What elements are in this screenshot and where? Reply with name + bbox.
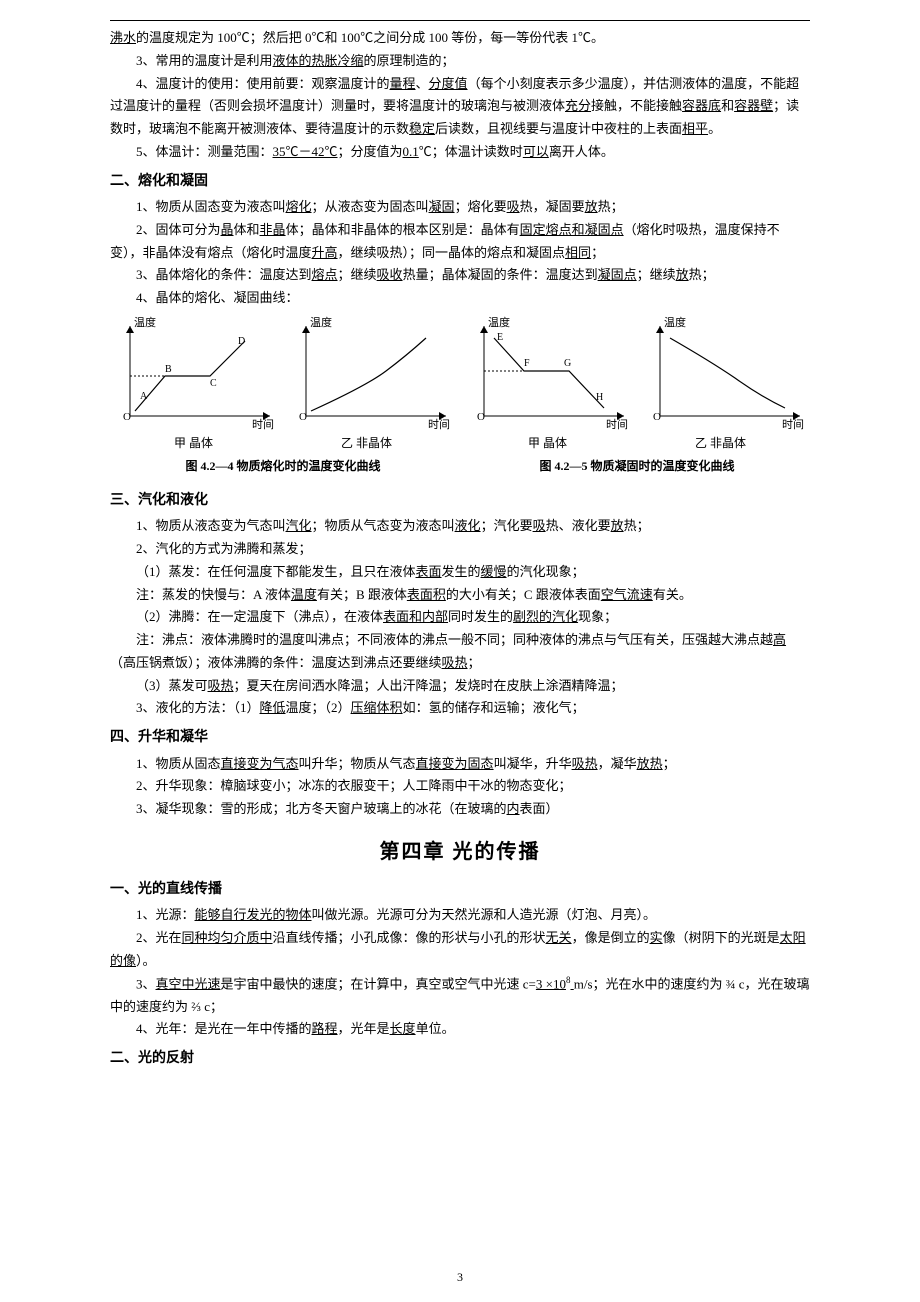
sec4-l3: 3、凝华现象：雪的形成；北方冬天窗户玻璃上的冰花（在玻璃的内表面） — [110, 798, 810, 821]
svg-text:温度: 温度 — [488, 316, 510, 329]
sec2-l2: 2、固体可分为晶体和非晶体；晶体和非晶体的根本区别是：晶体有固定熔点和凝固点（熔… — [110, 219, 810, 265]
document-page: 沸水的温度规定为 100℃；然后把 0℃和 100℃之间分成 100 等份，每一… — [0, 0, 920, 1302]
sec3-note1: 注：蒸发的快慢与：A 液体温度有关；B 跟液体表面积的大小有关；C 跟液体表面空… — [110, 584, 810, 607]
sec2-l1: 1、物质从固态变为液态叫熔化；从液态变为固态叫凝固；熔化要吸热，凝固要放热； — [110, 196, 810, 219]
fig-sub-a: 甲 晶体 — [174, 433, 213, 454]
sec3-l2: 2、汽化的方式为沸腾和蒸发； — [110, 538, 810, 561]
svg-text:温度: 温度 — [664, 316, 686, 329]
fig-solidify-crystal: 温度 时间 O E F G H — [464, 316, 634, 431]
svg-text:C: C — [210, 378, 217, 389]
fig-right-col: 温度 时间 O E F G H — [464, 310, 810, 483]
sec2-l4: 4、晶体的熔化、凝固曲线： — [110, 287, 810, 310]
page-number: 3 — [0, 1267, 920, 1288]
fig-sub-b2: 乙 非晶体 — [695, 433, 746, 454]
sec3-l2-2: （2）沸腾：在一定温度下（沸点），在液体表面和内部同时发生的剧烈的汽化现象； — [110, 606, 810, 629]
sec3-l2-1: （1）蒸发：在任何温度下都能发生，且只在液体表面发生的缓慢的汽化现象； — [110, 561, 810, 584]
ch4-l3: 3、真空中光速是宇宙中最快的速度；在计算中，真空或空气中光速 c=3 ×108 … — [110, 973, 810, 1019]
svg-text:O: O — [299, 411, 307, 423]
intro-line3: 3、常用的温度计是利用液体的热胀冷缩的原理制造的； — [110, 50, 810, 73]
top-rule — [110, 20, 810, 21]
intro-line5: 5、体温计：测量范围：35℃－42℃；分度值为0.1℃；体温计读数时可以离开人体… — [110, 141, 810, 164]
svg-text:G: G — [564, 358, 571, 369]
sec3-l2-3: （3）蒸发可吸热；夏天在房间洒水降温；人出汗降温；发烧时在皮肤上涂酒精降温； — [110, 675, 810, 698]
chapter4-title: 第四章 光的传播 — [110, 835, 810, 870]
fig-cap-right: 图 4.2—5 物质凝固时的温度变化曲线 — [464, 456, 810, 477]
intro-line4: 4、温度计的使用：使用前要：观察温度计的量程、分度值（每个小刻度表示多少温度），… — [110, 73, 810, 141]
ch4-s1-title: 一、光的直线传播 — [110, 878, 810, 903]
svg-text:F: F — [524, 358, 530, 369]
sec3-title: 三、汽化和液化 — [110, 489, 810, 514]
ch4-l1: 1、光源：能够自行发光的物体叫做光源。光源可分为天然光源和人造光源（灯泡、月亮）… — [110, 904, 810, 927]
svg-text:O: O — [123, 411, 131, 423]
ch4-s2-title: 二、光的反射 — [110, 1047, 810, 1072]
svg-text:E: E — [497, 332, 503, 343]
ch4-l4: 4、光年：是光在一年中传播的路程，光年是长度单位。 — [110, 1018, 810, 1041]
svg-text:时间: 时间 — [252, 418, 274, 431]
fig-left-col: 温度 时间 O A B C D — [110, 310, 456, 483]
sec4-title: 四、升华和凝华 — [110, 726, 810, 751]
sec2-l3: 3、晶体熔化的条件：温度达到熔点；继续吸收热量；晶体凝固的条件：温度达到凝固点；… — [110, 264, 810, 287]
svg-text:H: H — [596, 392, 603, 403]
sec3-l3: 3、液化的方法：（1）降低温度；（2）压缩体积如：氢的储存和运输；液化气； — [110, 697, 810, 720]
svg-text:温度: 温度 — [310, 316, 332, 329]
svg-text:B: B — [165, 364, 172, 375]
sec4-l1: 1、物质从固态直接变为气态叫升华；物质从气态直接变为固态叫凝华，升华吸热，凝华放… — [110, 753, 810, 776]
sec3-note2: 注：沸点：液体沸腾时的温度叫沸点；不同液体的沸点一般不同；同种液体的沸点与气压有… — [110, 629, 810, 675]
fig-cap-left: 图 4.2—4 物质熔化时的温度变化曲线 — [110, 456, 456, 477]
figures-row: 温度 时间 O A B C D — [110, 310, 810, 483]
svg-text:D: D — [238, 336, 245, 347]
fig-melting-crystal: 温度 时间 O A B C D — [110, 316, 280, 431]
sec3-l1: 1、物质从液态变为气态叫汽化；物质从气态变为液态叫液化；汽化要吸热、液化要放热； — [110, 515, 810, 538]
fig-sub-b: 乙 非晶体 — [341, 433, 392, 454]
sec2-title: 二、熔化和凝固 — [110, 170, 810, 195]
svg-text:时间: 时间 — [782, 418, 804, 431]
fig-sub-a2: 甲 晶体 — [528, 433, 567, 454]
fig-melting-noncrystal: 温度 时间 O — [286, 316, 456, 431]
fig-solidify-noncrystal: 温度 时间 O — [640, 316, 810, 431]
u-boiling: 沸水 — [110, 30, 136, 45]
svg-text:O: O — [477, 411, 485, 423]
sec4-l2: 2、升华现象：樟脑球变小；冰冻的衣服变干；人工降雨中干冰的物态变化； — [110, 775, 810, 798]
svg-text:A: A — [140, 391, 148, 402]
ch4-l2: 2、光在同种均匀介质中沿直线传播；小孔成像：像的形状与小孔的形状无关，像是倒立的… — [110, 927, 810, 973]
svg-text:温度: 温度 — [134, 316, 156, 329]
svg-text:时间: 时间 — [606, 418, 628, 431]
svg-text:O: O — [653, 411, 661, 423]
svg-text:时间: 时间 — [428, 418, 450, 431]
intro-line1: 沸水的温度规定为 100℃；然后把 0℃和 100℃之间分成 100 等份，每一… — [110, 27, 810, 50]
